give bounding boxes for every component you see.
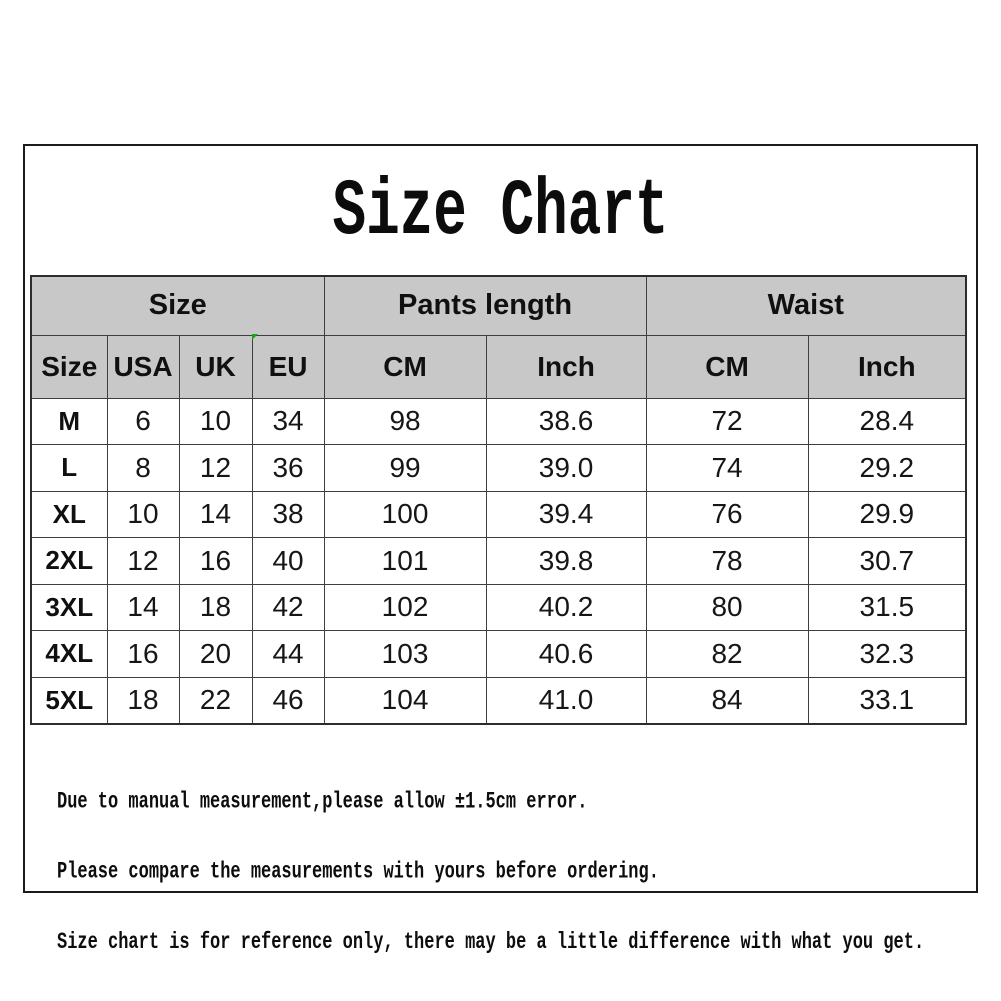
value-cell: 36	[251, 444, 325, 492]
value-cell: 40.6	[485, 630, 647, 678]
value-cell: 39.0	[485, 444, 647, 492]
value-cell: 76	[645, 490, 809, 538]
value-cell: 8	[106, 444, 180, 492]
value-cell: 16	[106, 630, 180, 678]
column-header-pants-cm: CM	[323, 334, 487, 399]
table-row: 4XL 16 20 44 103 40.6 82 32.3	[30, 630, 967, 678]
value-cell: 40.2	[485, 583, 647, 631]
column-header-usa: USA	[106, 334, 180, 399]
value-cell: 102	[323, 583, 487, 631]
value-cell: 103	[323, 630, 487, 678]
value-cell: 29.9	[807, 490, 967, 538]
table-row: M 6 10 34 98 38.6 72 28.4	[30, 397, 967, 445]
value-cell: 39.8	[485, 537, 647, 585]
value-cell: 44	[251, 630, 325, 678]
size-table-body: M 6 10 34 98 38.6 72 28.4 L 8 12 36 99 39.0 74 29.2 XL 10…	[30, 397, 967, 724]
value-cell: 74	[645, 444, 809, 492]
value-cell: 84	[645, 676, 809, 724]
value-cell: 10	[106, 490, 180, 538]
value-cell: 12	[178, 444, 253, 492]
value-cell: 38	[251, 490, 325, 538]
page-title: Size Chart	[332, 166, 669, 258]
value-cell: 40	[251, 537, 325, 585]
value-cell: 18	[178, 583, 253, 631]
value-cell: 32.3	[807, 630, 967, 678]
group-header-size: Size	[30, 275, 325, 336]
column-header-row: Size USA UK EU CM Inch CM Inch	[30, 334, 967, 399]
value-cell: 12	[106, 537, 180, 585]
column-header-waist-cm: CM	[645, 334, 809, 399]
value-cell: 33.1	[807, 676, 967, 724]
disclaimer-notes: Due to manual measurement,please allow ±…	[57, 744, 924, 979]
column-header-pants-inch: Inch	[485, 334, 647, 399]
value-cell: 39.4	[485, 490, 647, 538]
size-label-cell: M	[30, 397, 108, 445]
group-header-row: Size Pants length Waist	[30, 275, 967, 336]
table-row: 3XL 14 18 42 102 40.2 80 31.5	[30, 583, 967, 631]
table-row: XL 10 14 38 100 39.4 76 29.9	[30, 490, 967, 538]
column-header-size: Size	[30, 334, 108, 399]
value-cell: 101	[323, 537, 487, 585]
column-header-waist-inch: Inch	[807, 334, 967, 399]
table-row: L 8 12 36 99 39.0 74 29.2	[30, 444, 967, 492]
value-cell: 6	[106, 397, 180, 445]
value-cell: 34	[251, 397, 325, 445]
column-header-uk: UK	[178, 334, 253, 399]
value-cell: 82	[645, 630, 809, 678]
value-cell: 38.6	[485, 397, 647, 445]
value-cell: 100	[323, 490, 487, 538]
value-cell: 104	[323, 676, 487, 724]
value-cell: 41.0	[485, 676, 647, 724]
value-cell: 10	[178, 397, 253, 445]
size-label-cell: 5XL	[30, 676, 108, 724]
value-cell: 31.5	[807, 583, 967, 631]
value-cell: 28.4	[807, 397, 967, 445]
disclaimer-line: Size chart is for reference only, there …	[57, 930, 925, 957]
table-row: 2XL 12 16 40 101 39.8 78 30.7	[30, 537, 967, 585]
value-cell: 46	[251, 676, 325, 724]
value-cell: 99	[323, 444, 487, 492]
value-cell: 18	[106, 676, 180, 724]
size-chart-table: Size Pants length Waist Size USA UK EU C…	[30, 275, 968, 725]
value-cell: 98	[323, 397, 487, 445]
value-cell: 14	[178, 490, 253, 538]
size-label-cell: 2XL	[30, 537, 108, 585]
eu-cell-corner-flag-icon	[252, 334, 258, 340]
disclaimer-line: Please compare the measurements with you…	[57, 860, 659, 886]
value-cell: 72	[645, 397, 809, 445]
value-cell: 42	[251, 583, 325, 631]
value-cell: 14	[106, 583, 180, 631]
value-cell: 16	[178, 537, 253, 585]
value-cell: 22	[178, 676, 253, 724]
disclaimer-line: Due to manual measurement,please allow ±…	[57, 789, 588, 816]
value-cell: 29.2	[807, 444, 967, 492]
size-label-cell: 4XL	[30, 630, 108, 678]
value-cell: 20	[178, 630, 253, 678]
value-cell: 80	[645, 583, 809, 631]
size-label-cell: XL	[30, 490, 108, 538]
value-cell: 30.7	[807, 537, 967, 585]
group-header-waist: Waist	[645, 275, 967, 336]
table-row: 5XL 18 22 46 104 41.0 84 33.1	[30, 676, 967, 724]
group-header-pants-length: Pants length	[323, 275, 647, 336]
size-label-cell: 3XL	[30, 583, 108, 631]
size-label-cell: L	[30, 444, 108, 492]
column-header-eu: EU	[251, 334, 325, 399]
table-header: Size Pants length Waist Size USA UK EU C…	[30, 275, 967, 399]
value-cell: 78	[645, 537, 809, 585]
